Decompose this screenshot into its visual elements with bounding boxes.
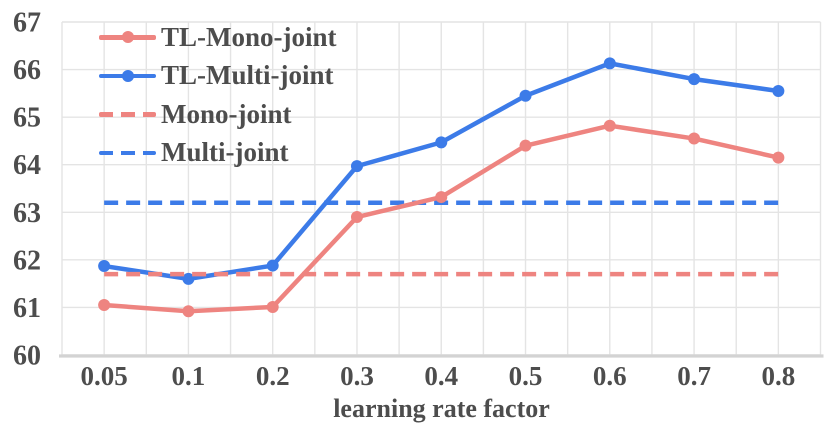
- legend-item-mono-joint: Mono-joint: [99, 95, 337, 134]
- data-point-marker-tl-multi-joint: [519, 89, 532, 102]
- y-tick-label: 60: [13, 341, 41, 372]
- legend-item-tl-mono-joint: TL-Mono-joint: [99, 18, 337, 57]
- data-point-marker-tl-multi-joint: [603, 57, 616, 70]
- data-point-marker-tl-mono-joint: [182, 305, 195, 318]
- data-point-marker-tl-mono-joint: [266, 300, 279, 313]
- legend-swatch-solid-blue-icon: [99, 69, 156, 82]
- legend-item-multi-joint: Multi-joint: [99, 134, 337, 173]
- data-point-marker-tl-multi-joint: [266, 259, 279, 272]
- data-point-marker-tl-mono-joint: [435, 191, 448, 204]
- y-tick-label: 66: [13, 55, 41, 86]
- data-point-marker-tl-multi-joint: [772, 84, 785, 97]
- legend-label: Multi-joint: [161, 137, 289, 168]
- y-tick-label: 67: [13, 8, 41, 39]
- y-tick-label: 65: [13, 103, 41, 134]
- data-point-marker-tl-mono-joint: [603, 119, 616, 132]
- y-tick-label: 64: [13, 150, 41, 181]
- legend-swatch-dashed-blue-icon: [99, 147, 156, 159]
- data-point-marker-tl-multi-joint: [182, 272, 195, 285]
- legend-label: TL-Multi-joint: [161, 60, 334, 91]
- legend-item-tl-multi-joint: TL-Multi-joint: [99, 57, 337, 96]
- x-axis-title: learning rate factor: [333, 394, 550, 423]
- data-point-marker-tl-mono-joint: [688, 132, 701, 145]
- x-tick-label: 0.05: [81, 361, 128, 391]
- data-point-marker-tl-multi-joint: [435, 136, 448, 149]
- x-tick-label: 0.4: [424, 361, 458, 391]
- legend-swatch-solid-pink-icon: [99, 31, 156, 44]
- legend-label: Mono-joint: [161, 98, 292, 129]
- data-point-marker-tl-multi-joint: [350, 160, 363, 173]
- data-point-marker-tl-mono-joint: [98, 299, 111, 312]
- legend: TL-Mono-joint TL-Multi-joint Mono-joint …: [99, 18, 337, 172]
- y-tick-label: 63: [13, 198, 41, 229]
- x-tick-label: 0.5: [509, 361, 543, 391]
- legend-label: TL-Mono-joint: [161, 21, 337, 52]
- y-tick-label: 62: [13, 245, 41, 276]
- x-tick-label: 0.2: [256, 361, 290, 391]
- data-point-marker-tl-mono-joint: [772, 151, 785, 164]
- y-tick-label: 61: [13, 293, 41, 324]
- x-tick-label: 0.1: [172, 361, 206, 391]
- x-tick-label: 0.3: [340, 361, 374, 391]
- data-point-marker-tl-multi-joint: [688, 73, 701, 86]
- data-point-marker-tl-mono-joint: [519, 139, 532, 152]
- x-tick-label: 0.6: [593, 361, 627, 391]
- x-tick-label: 0.7: [677, 361, 711, 391]
- data-point-marker-tl-mono-joint: [350, 211, 363, 224]
- data-point-marker-tl-multi-joint: [98, 260, 111, 273]
- x-tick-label: 0.8: [761, 361, 795, 391]
- legend-swatch-dashed-pink-icon: [99, 108, 156, 120]
